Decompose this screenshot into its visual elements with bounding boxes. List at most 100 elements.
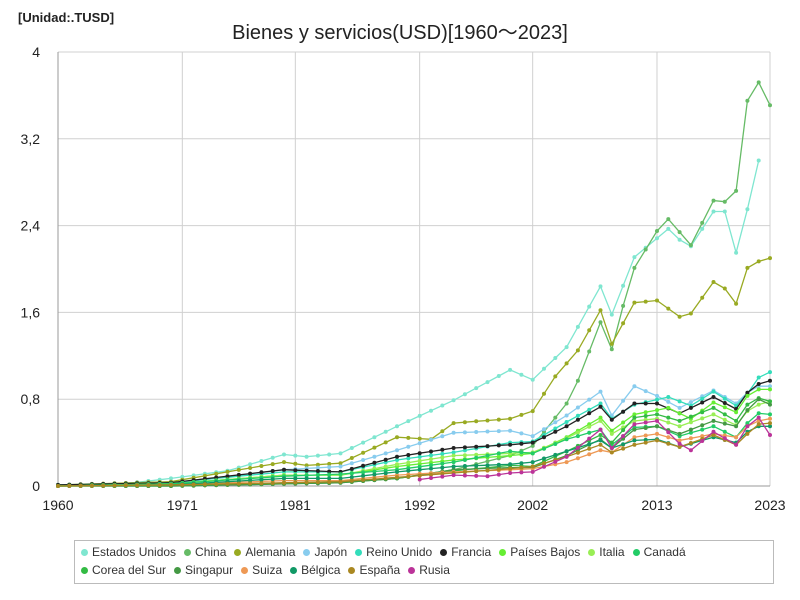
legend-marker: [184, 549, 192, 557]
data-point: [700, 423, 705, 428]
data-point: [609, 341, 614, 346]
data-point: [383, 476, 388, 481]
data-point: [496, 443, 501, 448]
data-point: [293, 461, 298, 466]
data-point: [485, 444, 490, 449]
data-point: [711, 209, 716, 214]
data-point: [711, 400, 716, 405]
data-point: [451, 464, 456, 469]
data-point: [564, 345, 569, 350]
data-point: [169, 482, 173, 487]
data-point: [440, 447, 445, 452]
data-point: [711, 418, 716, 423]
data-point: [429, 466, 433, 471]
data-point: [406, 453, 411, 457]
data-point: [315, 472, 320, 477]
data-point: [372, 472, 377, 477]
data-point: [496, 429, 501, 434]
data-point: [180, 482, 185, 487]
data-point: [722, 286, 727, 291]
data-point: [745, 207, 750, 212]
data-point: [417, 477, 422, 482]
data-point: [89, 483, 94, 488]
data-point: [564, 401, 569, 406]
data-point: [293, 468, 298, 473]
data-point: [462, 445, 467, 450]
legend-marker: [408, 567, 416, 575]
tick-labels: 0 0,8 1,6 2,4 3,2 4 1960 1971 1981 1992 2002 2013 20…: [21, 44, 786, 513]
legend-label: Japón: [314, 545, 348, 559]
data-point: [609, 446, 614, 450]
data-point: [474, 430, 479, 434]
data-point: [655, 401, 659, 406]
data-point: [575, 348, 580, 353]
data-point: [214, 471, 219, 476]
data-point: [598, 438, 603, 443]
data-point: [688, 436, 693, 441]
data-point: [440, 461, 445, 466]
data-point: [553, 426, 558, 431]
data-point: [462, 470, 467, 475]
data-point: [587, 328, 592, 333]
legend-label: Alemania: [245, 545, 296, 559]
data-point: [700, 410, 705, 415]
data-point: [270, 455, 275, 460]
data-point: [711, 395, 716, 399]
data-point: [327, 469, 332, 474]
data-point: [734, 435, 739, 440]
data-point: [700, 220, 705, 225]
data-point: [327, 465, 332, 470]
data-point: [621, 442, 626, 447]
data-point: [508, 471, 513, 475]
data-point: [621, 420, 626, 425]
data-point: [655, 229, 659, 233]
data-point: [587, 397, 592, 402]
data-point: [598, 415, 603, 420]
data-point: [564, 449, 569, 454]
data-point: [756, 415, 761, 420]
data-point: [621, 283, 626, 288]
data-point: [587, 430, 592, 435]
data-point: [655, 431, 659, 436]
data-point: [429, 463, 433, 468]
data-point: [666, 405, 671, 410]
data-point: [598, 442, 603, 447]
data-point: [429, 408, 433, 413]
legend-marker: [588, 549, 596, 557]
data-point: [553, 452, 558, 457]
data-point: [293, 476, 298, 481]
data-point: [643, 426, 648, 430]
data-point: [553, 356, 558, 360]
data-point: [575, 430, 580, 435]
data-point: [248, 478, 253, 483]
data-point: [508, 428, 513, 433]
legend-label: Bélgica: [301, 563, 341, 577]
data-point: [67, 483, 72, 488]
legend-item: Alemania: [234, 545, 295, 559]
data-point: [361, 477, 366, 482]
data-point: [666, 435, 671, 440]
x-tick-label: 1960: [42, 497, 73, 513]
data-point: [655, 412, 659, 417]
data-point: [496, 374, 501, 378]
data-point: [361, 458, 366, 462]
data-point: [564, 460, 569, 465]
legend-label: Francia: [451, 545, 492, 559]
data-point: [677, 424, 682, 429]
data-point: [666, 399, 671, 404]
data-point: [666, 217, 671, 222]
data-point: [530, 464, 535, 469]
data-point: [666, 441, 671, 446]
legend-item: Canadá: [632, 545, 686, 559]
data-point: [429, 449, 433, 454]
data-point: [485, 429, 490, 434]
data-point: [666, 226, 671, 231]
data-point: [496, 417, 501, 422]
data-point: [372, 477, 377, 482]
data-point: [734, 418, 739, 423]
data-point: [598, 401, 603, 406]
legend-marker: [81, 549, 88, 557]
data-point: [542, 464, 546, 469]
data-point: [564, 424, 569, 429]
data-point: [768, 378, 772, 383]
